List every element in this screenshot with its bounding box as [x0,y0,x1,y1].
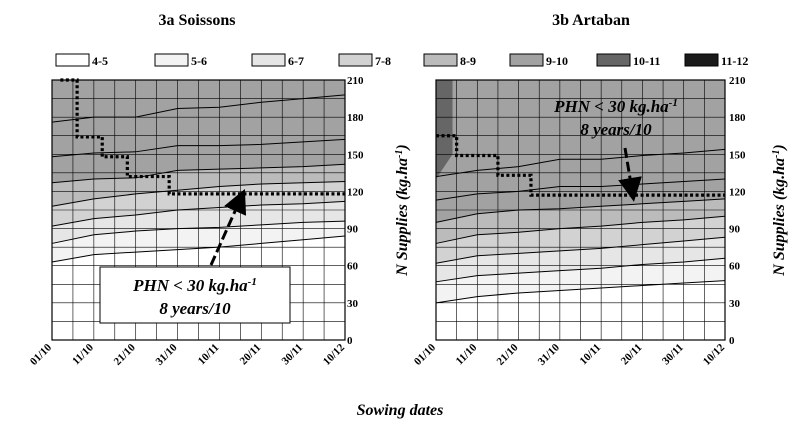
legend-label: 6-7 [288,54,304,68]
y-tick-label: 90 [347,224,359,236]
legend-swatch [684,53,719,67]
threshold-line [436,134,725,197]
contour-line [51,200,346,227]
legend-swatch [596,53,631,67]
legend-swatch [154,53,189,67]
x-tick-label: 30/11 [660,342,686,368]
contour-line [435,215,726,244]
x-tick-label: 20/11 [238,342,264,368]
x-tick-label: 11/10 [454,341,480,367]
panel-artaban: 0 30 60 90 120 150 180 210 01/10 11/10 21/10 31/10 1… [412,75,788,368]
y-tick-label: 0 [347,335,353,347]
contour-line [435,148,726,178]
contour-line [51,94,346,123]
contour-line [435,178,726,201]
x-tick-label: 10/12 [321,341,348,368]
legend-label: 11-12 [721,54,748,68]
x-tick-label: 01/10 [412,341,439,368]
y-axis-label: N Supplies (kg.ha-1) [771,144,789,276]
x-tick-label: 31/10 [153,341,180,368]
y-tick-label: 30 [347,298,359,310]
annotation-arrow [618,147,642,202]
annotation-line1: PHN < 30 kg.ha-1 [553,97,678,116]
legend-label: 7-8 [375,54,391,68]
legend-label: 4-5 [92,54,108,68]
contour-line [51,163,346,184]
contour-line [51,138,346,158]
x-tick-label: 31/10 [536,341,563,368]
y-tick-label: 120 [729,186,746,198]
y-tick-label: 90 [729,224,741,236]
plot-frame [435,79,726,341]
x-axis-label: Sowing dates [357,402,444,419]
x-tick-label: 21/10 [112,341,139,368]
annotation-line1: PHN < 30 kg.ha-1 [132,276,257,295]
chart-title-soissons: 3a Soissons [159,12,236,29]
legend-swatch [55,53,90,67]
x-tick-label: 11/10 [70,341,96,367]
contour-line [435,198,726,223]
legend-swatch [509,53,544,67]
y-tick-label: 120 [347,186,364,198]
legend-swatch [423,53,458,67]
plot-frame [51,79,346,341]
y-tick-label: 180 [729,112,746,124]
y-tick-label: 150 [729,149,746,161]
y-tick-label: 180 [347,112,364,124]
x-tick-label: 20/11 [619,342,645,368]
y-tick-label: 60 [729,261,741,273]
y-tick-label: 30 [729,298,741,310]
y-tick-label: 210 [729,75,746,87]
x-tick-label: 10/12 [701,341,728,368]
annotation-arrow [209,189,247,266]
legend-label: 5-6 [191,54,207,68]
y-tick-label: 60 [347,261,359,273]
contour-line [435,236,726,264]
threshold-line [60,78,345,196]
y-tick-label: 150 [347,149,364,161]
legend-label: 8-9 [460,54,476,68]
contour-line [51,181,346,207]
chart-title-artaban: 3b Artaban [552,12,630,29]
legend-label: 10-11 [633,54,660,68]
legend-label: 9-10 [546,54,568,68]
x-tick-label: 10/11 [196,342,222,368]
annotation-line2: 8 years/10 [580,120,652,139]
contour-line [435,280,726,304]
contour-line [51,235,346,263]
x-tick-label: 01/10 [28,341,55,368]
x-tick-label: 10/11 [577,342,603,368]
legend-swatch [338,53,373,67]
annotation-box [99,266,291,324]
legend-swatch [251,53,286,67]
legend: 4-5 5-6 6-7 7-8 8-9 9-10 10-11 11-12 [55,53,748,68]
contour-line [435,257,726,283]
y-axis-label: N Supplies (kg.ha-1) [394,144,412,276]
y-tick-label: 210 [347,75,364,87]
y-tick-label: 0 [729,335,735,347]
contour-line [51,220,346,244]
panel-soissons: 0 30 60 90 120 150 180 210 01/10 11/10 21/10 31/10 1… [28,75,411,368]
x-tick-label: 30/11 [279,342,305,368]
annotation-line2: 8 years/10 [159,299,231,318]
x-tick-label: 21/10 [494,341,521,368]
